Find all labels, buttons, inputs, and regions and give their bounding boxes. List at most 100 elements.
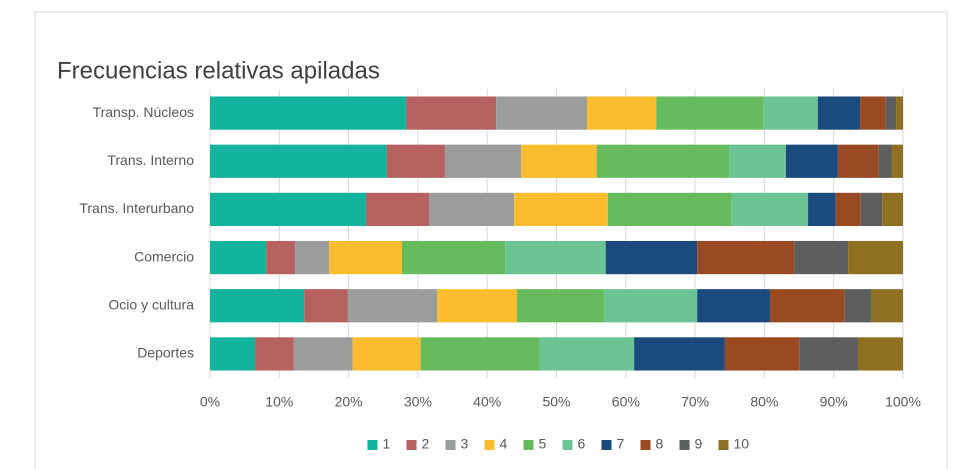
y-tick-label: Trans. Interurbano: [79, 200, 194, 216]
bar-segment: [729, 144, 786, 178]
bar-segment: [799, 337, 858, 371]
bar-segment: [808, 192, 836, 227]
legend-swatch: [523, 440, 534, 450]
legend-swatch: [718, 440, 729, 450]
bar-segment: [763, 96, 818, 130]
x-tick-label: 80%: [750, 394, 778, 410]
x-tick-label: 70%: [681, 394, 709, 410]
legend-label: 4: [500, 436, 508, 452]
bar-segment: [891, 144, 903, 178]
bar-segment: [817, 96, 861, 130]
bar-segment: [210, 192, 366, 227]
legend-swatch: [679, 440, 690, 450]
bar-segment: [835, 192, 861, 227]
bar-segment: [634, 337, 725, 371]
legend-label: 2: [422, 436, 430, 452]
bar-segment: [365, 192, 429, 227]
bar-segment: [794, 240, 849, 275]
x-tick-label: 50%: [542, 394, 570, 410]
bar-segment: [697, 289, 770, 323]
bar-segment: [505, 240, 606, 275]
bar-segment: [444, 144, 522, 178]
x-tick-label: 100%: [885, 394, 921, 410]
bar-segment: [857, 337, 903, 371]
bar-segment: [871, 289, 903, 323]
y-tick-label: Trans. Interno: [107, 152, 194, 168]
legend-label: 1: [383, 436, 391, 452]
chart-title: Frecuencias relativas apiladas: [57, 57, 380, 84]
legend-swatch: [562, 440, 573, 450]
bar-segment: [329, 240, 402, 275]
bar-segment: [605, 240, 698, 275]
x-tick-label: 0%: [200, 394, 220, 410]
y-tick-label: Transp. Núcleos: [93, 104, 194, 120]
bar-segment: [437, 289, 517, 323]
y-tick-label: Deportes: [137, 345, 194, 361]
bar-segment: [304, 289, 348, 323]
bar-segment: [604, 289, 698, 323]
x-tick-label: 60%: [612, 394, 640, 410]
bar-segment: [386, 144, 445, 178]
legend-label: 5: [539, 436, 547, 452]
bar-segment: [731, 192, 809, 227]
bar-segment: [401, 240, 506, 275]
bar-segment: [347, 289, 438, 323]
bar-segment: [295, 240, 330, 275]
bar-segment: [656, 96, 764, 130]
legend-label: 10: [734, 436, 750, 452]
x-tick-label: 90%: [820, 394, 848, 410]
legend-label: 3: [461, 436, 469, 452]
bar-segment: [266, 240, 296, 275]
bar-segment: [896, 96, 903, 130]
bar-segment: [210, 96, 407, 130]
bar-segment: [878, 144, 892, 178]
legend-label: 8: [656, 436, 664, 452]
bar-segment: [882, 192, 903, 227]
bar-segment: [848, 240, 903, 275]
bar-segment: [210, 289, 305, 323]
bar-segment: [406, 96, 497, 130]
y-tick-label: Ocio y cultura: [108, 296, 194, 312]
bar-segment: [785, 144, 838, 178]
bar-segment: [860, 192, 883, 227]
x-tick-label: 10%: [265, 394, 293, 410]
bar-segment: [210, 144, 387, 178]
legend-swatch: [484, 440, 495, 450]
bar-segment: [293, 337, 353, 371]
chart-border: [34, 11, 948, 469]
legend-swatch: [640, 440, 651, 450]
bar-segment: [844, 289, 872, 323]
bar-segment: [496, 96, 587, 130]
bar-segment: [521, 144, 597, 178]
x-tick-label: 20%: [335, 394, 363, 410]
bar-segment: [837, 144, 879, 178]
bar-segment: [885, 96, 897, 130]
bar-segment: [210, 240, 267, 275]
bar-segment: [596, 144, 730, 178]
legend-swatch: [445, 440, 456, 450]
bar-segment: [769, 289, 845, 323]
bar-segment: [607, 192, 732, 227]
bar-segment: [210, 337, 256, 371]
bar-segment: [724, 337, 800, 371]
x-tick-label: 40%: [473, 394, 501, 410]
bar-segment: [514, 192, 608, 227]
bar-segment: [352, 337, 421, 371]
y-tick-label: Comercio: [134, 248, 194, 264]
bar-segment: [586, 96, 657, 130]
legend-swatch: [601, 440, 612, 450]
legend-label: 6: [578, 436, 586, 452]
bar-segment: [428, 192, 515, 227]
bar-segment: [255, 337, 294, 371]
legend-label: 9: [695, 436, 703, 452]
bar-segment: [860, 96, 886, 130]
x-tick-label: 30%: [404, 394, 432, 410]
legend-swatch: [406, 440, 417, 450]
legend-swatch: [367, 440, 378, 450]
bar-segment: [539, 337, 635, 371]
bar-segment: [697, 240, 795, 275]
bar-segment: [516, 289, 605, 323]
legend-label: 7: [617, 436, 625, 452]
bar-segment: [420, 337, 540, 371]
